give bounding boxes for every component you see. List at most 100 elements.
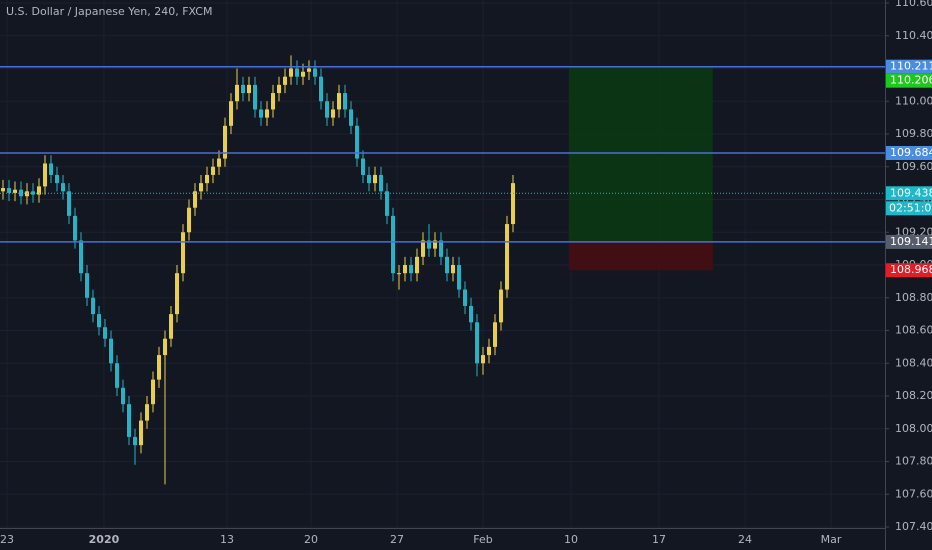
price-label-bg: [886, 186, 932, 201]
candle-body: [475, 322, 479, 364]
candle-body: [151, 379, 155, 405]
candle-body: [139, 420, 143, 446]
candle-body: [241, 84, 245, 94]
candle-body: [259, 109, 263, 118]
candle-body: [439, 240, 443, 257]
price-label: 108.968: [890, 263, 932, 276]
candle-body: [433, 240, 437, 249]
y-tick-label: 107.600: [895, 487, 932, 500]
x-tick-label: 10: [564, 533, 578, 546]
candle-body: [61, 183, 65, 192]
candle-body: [463, 289, 467, 306]
chart-title: U.S. Dollar / Japanese Yen, 240, FXCM: [6, 5, 212, 18]
candle-body: [295, 68, 299, 77]
countdown-timer: 02:51:02: [889, 201, 932, 214]
candle-body: [301, 71, 305, 77]
candle-body: [73, 215, 77, 241]
candle-body: [283, 76, 287, 85]
y-tick-label: 107.400: [895, 520, 932, 533]
candle-body: [211, 166, 215, 175]
y-tick-label: 109.600: [895, 160, 932, 173]
x-tick-label: Mar: [821, 533, 842, 546]
candle-body: [505, 224, 509, 290]
candle-body: [67, 191, 71, 216]
candle-body: [37, 186, 41, 195]
candle-body: [199, 183, 203, 192]
candle-body: [145, 404, 149, 421]
candle-body: [313, 68, 317, 77]
candle-body: [361, 158, 365, 175]
price-label: 109.684: [890, 146, 932, 159]
x-tick-label: 2020: [89, 533, 120, 546]
candle-body: [169, 314, 173, 339]
timer-bg: [886, 201, 932, 216]
candle-body: [289, 68, 293, 77]
candle-body: [79, 240, 83, 274]
candle-body: [511, 183, 515, 225]
candle-body: [349, 109, 353, 126]
candle-body: [193, 191, 197, 208]
y-tick-label: 107.800: [895, 455, 932, 468]
candle-body: [97, 314, 101, 328]
price-label: 109.438: [890, 186, 932, 199]
candle-body: [367, 174, 371, 184]
candle-body: [499, 289, 503, 323]
candle-body: [187, 207, 191, 233]
candle-body: [427, 240, 431, 249]
x-tick-label: Feb: [473, 533, 492, 546]
candle-body: [481, 355, 485, 364]
candle-body: [409, 265, 413, 274]
candle-body: [403, 265, 407, 274]
price-label-bg: [886, 73, 932, 88]
price-label: 110.206: [890, 74, 932, 87]
candle-body: [271, 93, 275, 110]
candle-body: [157, 355, 161, 380]
y-tick-label: 108.000: [895, 422, 932, 435]
price-label-bg: [886, 234, 932, 249]
candle-body: [325, 101, 329, 118]
candle-body: [265, 109, 269, 118]
candle-body: [457, 265, 461, 290]
price-label-bg: [886, 59, 932, 74]
candle-body: [385, 191, 389, 216]
candle-body: [469, 305, 473, 323]
candle-body: [115, 363, 119, 388]
candle-body: [91, 297, 95, 315]
candle-body: [253, 84, 257, 110]
price-label: 110.211: [890, 60, 932, 73]
x-tick-label: 24: [738, 533, 752, 546]
y-tick-label: 110.400: [895, 29, 932, 42]
candle-body: [373, 174, 377, 184]
candle-body: [103, 327, 107, 339]
candle-body: [43, 163, 47, 187]
x-tick-label: 23: [0, 533, 14, 546]
candle-body: [415, 256, 419, 274]
candle-body: [343, 93, 347, 110]
candle-body: [493, 322, 497, 347]
price-label-bg: [886, 145, 932, 160]
y-tick-label: 108.400: [895, 356, 932, 369]
candle-body: [223, 125, 227, 159]
candle-body: [445, 256, 449, 274]
candle-body: [235, 84, 239, 102]
x-tick-label: 27: [390, 533, 404, 546]
candle-body: [487, 346, 491, 356]
candle-body: [7, 188, 11, 193]
candle-body: [319, 76, 323, 102]
candle-body: [277, 84, 281, 94]
candle-body: [109, 338, 113, 364]
profit-zone: [568, 66, 713, 242]
position-tool: [568, 66, 713, 271]
price-label-bg: [886, 263, 932, 278]
candle-body: [49, 163, 53, 175]
candle-body: [337, 93, 341, 110]
x-tick-label: 17: [652, 533, 666, 546]
candle-body: [121, 387, 125, 405]
candle-body: [421, 240, 425, 257]
candle-body: [391, 215, 395, 274]
candle-body: [247, 84, 251, 94]
x-tick-label: 20: [304, 533, 318, 546]
candle-body: [355, 125, 359, 159]
